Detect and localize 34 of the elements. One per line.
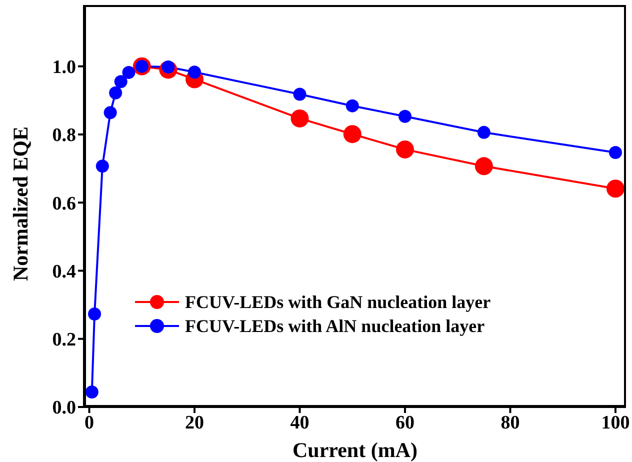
y-axis-title: Normalized EQE [8, 126, 32, 281]
point [188, 66, 202, 79]
point [343, 125, 362, 144]
point [293, 88, 306, 101]
point [346, 99, 359, 112]
point [85, 386, 98, 399]
point [88, 307, 102, 320]
y-tick-label: 0.2 [52, 330, 76, 351]
y-tick-label: 0.0 [52, 398, 76, 419]
point [398, 110, 412, 123]
x-tick-label: 60 [395, 412, 414, 434]
point [396, 140, 414, 158]
x-axis-title: Current (mA) [292, 438, 418, 462]
x-tick-label: 80 [500, 412, 520, 434]
point [606, 180, 624, 198]
x-tick-label: 20 [185, 412, 204, 434]
point [96, 160, 109, 173]
y-tick-label: 0.8 [52, 125, 76, 146]
y-tick-label: 0.4 [52, 261, 76, 282]
point [104, 106, 117, 120]
y-tick-label: 1.0 [52, 57, 76, 78]
x-tick-label: 40 [290, 412, 310, 434]
x-tick-label: 100 [601, 412, 630, 434]
point [290, 109, 309, 128]
legend-label: FCUV-LEDs with AlN nucleation layer [185, 315, 485, 338]
y-tick-label: 0.6 [52, 193, 76, 214]
point [477, 126, 490, 139]
x-tick-label: 0 [84, 412, 94, 434]
point [109, 86, 122, 100]
legend-label: FCUV-LEDs with GaN nucleation layer [185, 291, 491, 314]
point [122, 66, 136, 79]
point [114, 75, 128, 88]
point [608, 146, 622, 160]
point [474, 157, 493, 176]
